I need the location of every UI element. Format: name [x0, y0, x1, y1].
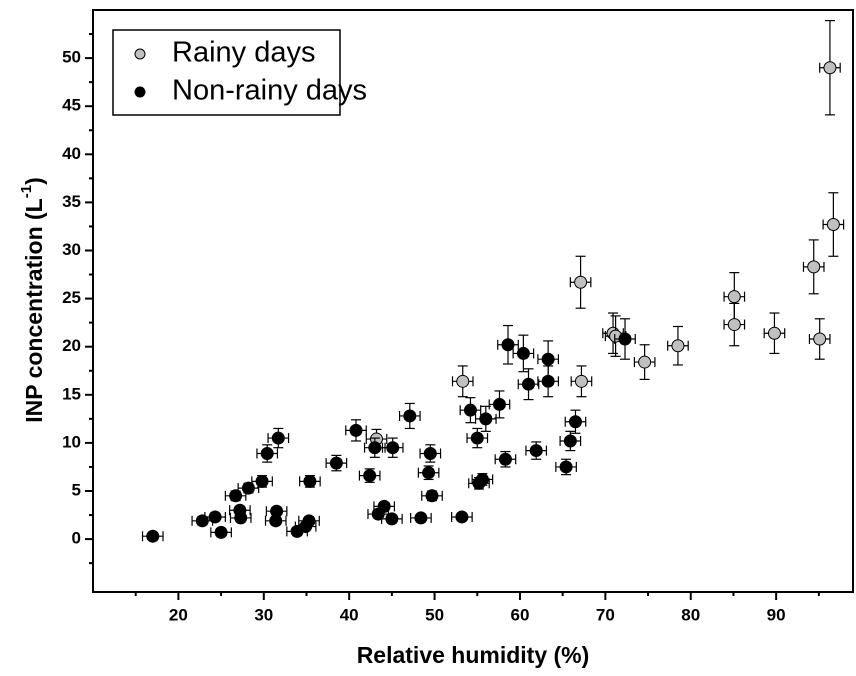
point: [516, 346, 530, 360]
legend-marker: [134, 48, 146, 60]
point: [574, 374, 588, 388]
point: [727, 290, 741, 304]
point: [234, 511, 248, 525]
point: [492, 397, 506, 411]
point: [425, 489, 439, 503]
point: [386, 441, 400, 455]
point: [214, 525, 228, 539]
y-tick-label: 0: [72, 529, 81, 548]
point: [146, 529, 160, 543]
y-tick-label: 40: [62, 144, 81, 163]
point: [303, 474, 317, 488]
point: [260, 446, 274, 460]
point: [385, 512, 399, 526]
point: [671, 339, 685, 353]
point: [522, 377, 536, 391]
y-axis-label-main: INP concentration (L: [21, 198, 47, 423]
point: [529, 444, 543, 458]
point: [475, 472, 489, 486]
y-tick-label: 20: [62, 336, 81, 355]
point: [813, 332, 827, 346]
y-axis-label-sup: -1: [18, 185, 35, 198]
legend-label: Non-rainy days: [172, 75, 367, 107]
y-tick-label: 5: [72, 480, 81, 499]
point: [463, 403, 477, 417]
point: [403, 409, 417, 423]
plot-frame: [92, 9, 854, 593]
point: [349, 423, 363, 437]
point: [470, 431, 484, 445]
x-tick-label: 90: [767, 605, 786, 624]
y-tick-label: 25: [62, 288, 81, 307]
x-tick-label: 50: [425, 605, 444, 624]
point: [807, 260, 821, 274]
point: [329, 456, 343, 470]
legend-label: Rainy days: [172, 37, 315, 69]
point: [767, 326, 781, 340]
point: [255, 474, 269, 488]
x-tick-label: 70: [596, 605, 615, 624]
point: [618, 332, 632, 346]
point: [559, 460, 573, 474]
y-tick-label: 35: [62, 192, 81, 211]
x-tick-label: 20: [169, 605, 188, 624]
point: [377, 499, 391, 513]
x-tick-label: 80: [681, 605, 700, 624]
x-tick-label: 60: [511, 605, 530, 624]
point: [501, 338, 515, 352]
y-axis-label: INP concentration (L-1): [18, 177, 47, 423]
point: [271, 431, 285, 445]
point: [574, 275, 588, 289]
point: [208, 510, 222, 524]
point: [479, 412, 493, 426]
point: [638, 355, 652, 369]
y-tick-label: 30: [62, 240, 81, 259]
point: [826, 218, 840, 232]
point: [414, 511, 428, 525]
point: [241, 481, 255, 495]
x-tick-label: 30: [254, 605, 273, 624]
point: [823, 61, 837, 75]
point: [498, 452, 512, 466]
point: [456, 374, 470, 388]
point: [568, 415, 582, 429]
point: [541, 352, 555, 366]
y-tick-label: 10: [62, 432, 81, 451]
point: [368, 441, 382, 455]
point: [563, 434, 577, 448]
point: [423, 446, 437, 460]
point: [302, 514, 316, 528]
y-tick-label: 50: [62, 48, 81, 67]
point: [229, 489, 243, 503]
legend-box: [112, 29, 341, 116]
y-axis-label-end: ): [21, 177, 47, 185]
y-tick-label: 45: [62, 96, 81, 115]
x-tick-label: 40: [340, 605, 359, 624]
legend-marker: [134, 86, 146, 98]
point: [422, 466, 436, 480]
point: [270, 504, 284, 518]
point: [455, 510, 469, 524]
x-axis-label: Relative humidity (%): [357, 642, 590, 668]
point: [727, 318, 741, 332]
y-tick-label: 15: [62, 384, 81, 403]
point: [363, 469, 377, 483]
